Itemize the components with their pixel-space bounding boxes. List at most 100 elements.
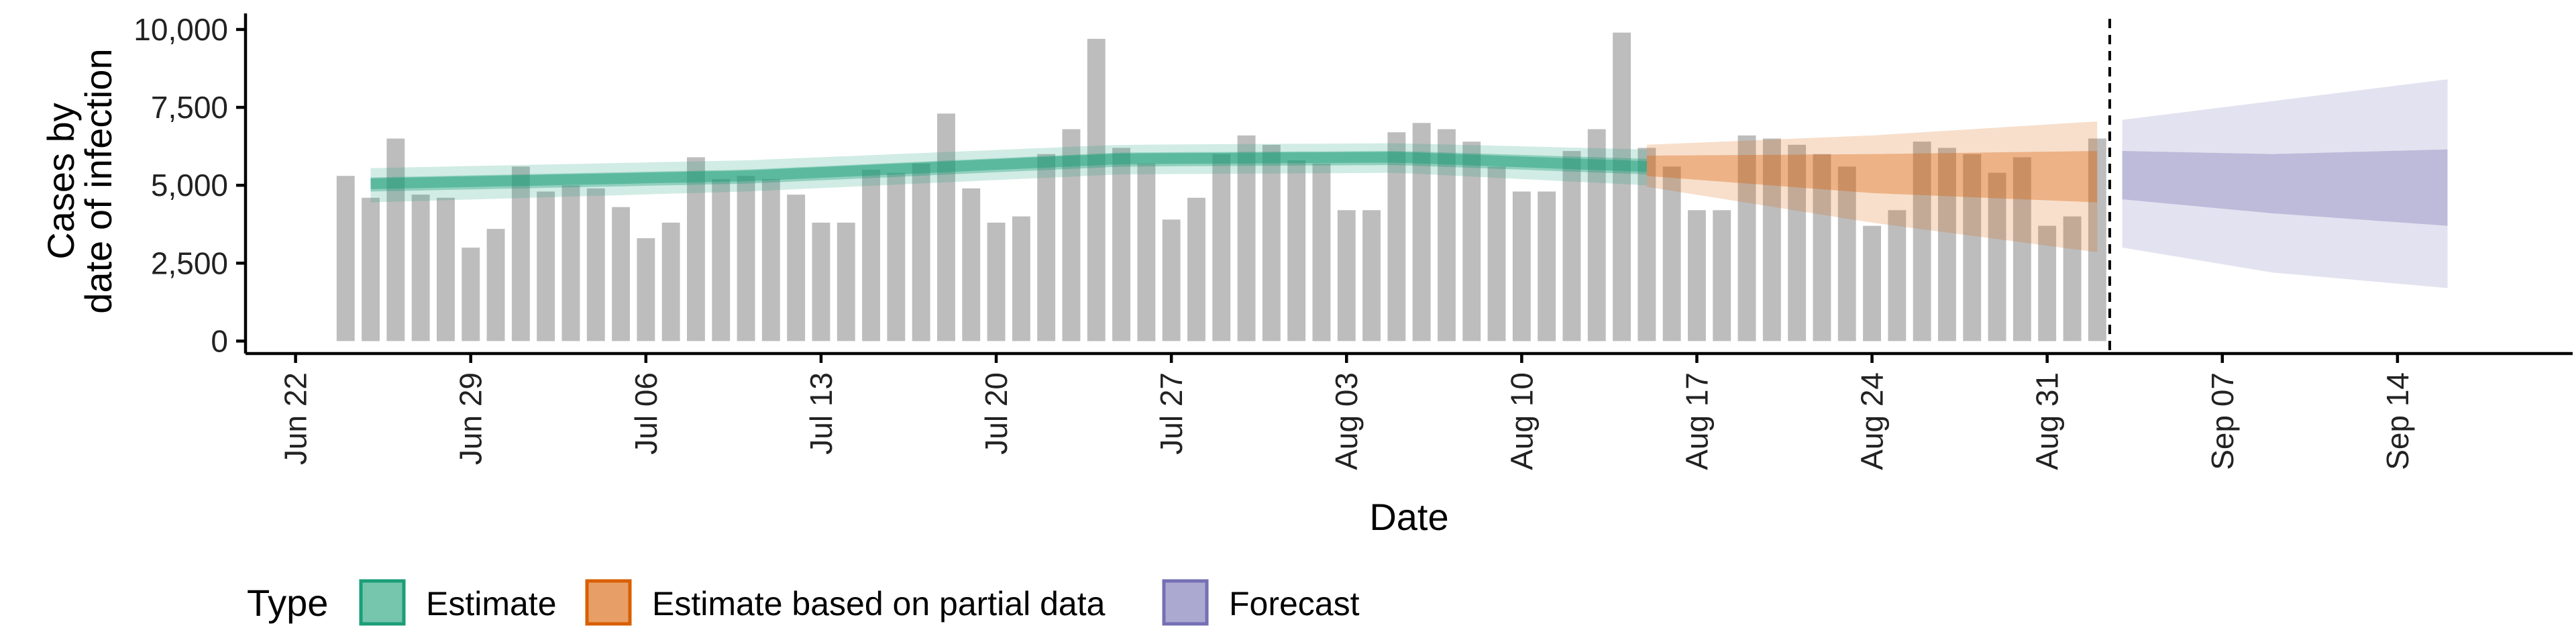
legend-layer: Type Estimate Estimate based on partial da… [247,579,1360,626]
observed-bar [862,170,880,341]
observed-bar [1512,191,1531,341]
observed-bar [1587,129,1606,341]
legend-label: Forecast [1229,585,1360,623]
observed-bar [1212,154,1231,341]
observed-bar [386,138,405,341]
observed-bar [1337,210,1356,341]
observed-bar [1938,148,1956,341]
observed-bar [1813,154,1831,341]
observed-bar [537,191,555,341]
observed-bar [987,222,1006,341]
observed-bar [1262,144,1281,341]
axes-layer: 0 2,500 5,000 7,500 10,000 Jun 22 Jun 29 Jul 06… [40,12,2573,538]
legend-entry: Forecast [1162,579,1360,626]
observed-bar [1012,216,1030,341]
observed-bar [1988,172,2006,341]
legend-label: Estimate based on partial data [652,585,1106,623]
y-axis-title-line-2: date of infection [77,48,119,313]
observed-bar [1538,191,1556,341]
outer-ribbon [1646,121,2098,252]
observed-bar [1837,166,1856,341]
x-tick-label: Jun 29 [453,372,488,465]
observed-bar [2012,157,2031,341]
observed-bar [1788,144,1807,341]
observed-bar [1112,148,1130,341]
observed-bar [1412,123,1431,341]
observed-bar [1762,138,1781,341]
observed-bar [787,195,806,341]
x-tick-label: Sep 07 [2205,372,2240,470]
observed-bar [462,248,480,341]
observed-bar [561,185,580,341]
series-estimate [370,143,1648,203]
observed-bar [1888,210,1907,341]
observed-bar [1187,197,1205,341]
observed-bar [1487,166,1506,341]
x-tick-label: Jul 20 [979,372,1014,455]
observed-bar [2088,138,2106,341]
observed-bar [586,188,605,341]
x-tick-label: Jul 13 [804,372,839,455]
legend-entry: Estimate [359,579,557,626]
outer-ribbon [2122,79,2448,288]
inner-ribbon [370,151,1647,192]
observed-bar [1662,166,1681,341]
observed-bar [712,178,731,341]
observed-bar [486,229,505,341]
observed-bar [1162,219,1181,341]
observed-bar [812,222,830,341]
observed-bar [1387,132,1406,341]
observed-bar [1613,32,1631,341]
outer-ribbon [370,143,1647,203]
observed-bar [2063,216,2082,341]
observed-bar [1638,148,1656,341]
observed-bar [1037,154,1056,341]
observed-bar [1713,210,1731,341]
ribbons-layer [370,79,2448,288]
observed-bar [1913,142,1931,341]
observed-bar [1438,129,1456,341]
observed-bar [1237,135,1256,341]
observed-bar [1737,135,1756,341]
x-tick-label: Aug 31 [2030,372,2065,470]
observed-bar [1963,154,1982,341]
inner-ribbon [1646,151,2098,203]
observed-bar [1688,210,1706,341]
inner-ribbon [2122,149,2448,226]
y-tick-label: 2,500 [151,246,228,280]
x-tick-label: Jul 06 [629,372,663,455]
observed-bar [1087,38,1106,341]
observed-bar [1287,160,1306,341]
observed-bar [612,207,630,341]
y-tick-label: 0 [211,323,228,358]
legend-entry: Estimate based on partial data [585,579,1106,626]
observed-bar [837,222,855,341]
series-forecast [2122,79,2448,288]
observed-bar [437,197,455,341]
median-line [370,152,1648,189]
observed-bar [1362,210,1381,341]
observed-bar [511,166,530,341]
observed-bar [1137,163,1156,341]
series-estimate-based-on-partial-data [1646,121,2098,252]
observed-bar [1562,151,1581,341]
observed-bar [411,195,430,341]
legend-title: Type [247,582,328,624]
observed-bar [661,222,680,341]
observed-bar [637,238,655,341]
observed-bar [1062,129,1081,341]
x-axis-title: Date [1369,496,1448,538]
x-tick-label: Aug 10 [1504,372,1539,470]
observed-bar [2038,225,2057,341]
observed-bar [687,157,705,341]
observed-bars-layer [336,32,2106,341]
observed-bar [887,172,906,341]
legend-key-swatch [1162,579,1209,626]
observed-bar [1312,163,1331,341]
x-tick-label: Jul 27 [1154,372,1189,455]
legend-label: Estimate [426,585,557,623]
y-axis-title-line-1: Cases by [40,103,82,259]
